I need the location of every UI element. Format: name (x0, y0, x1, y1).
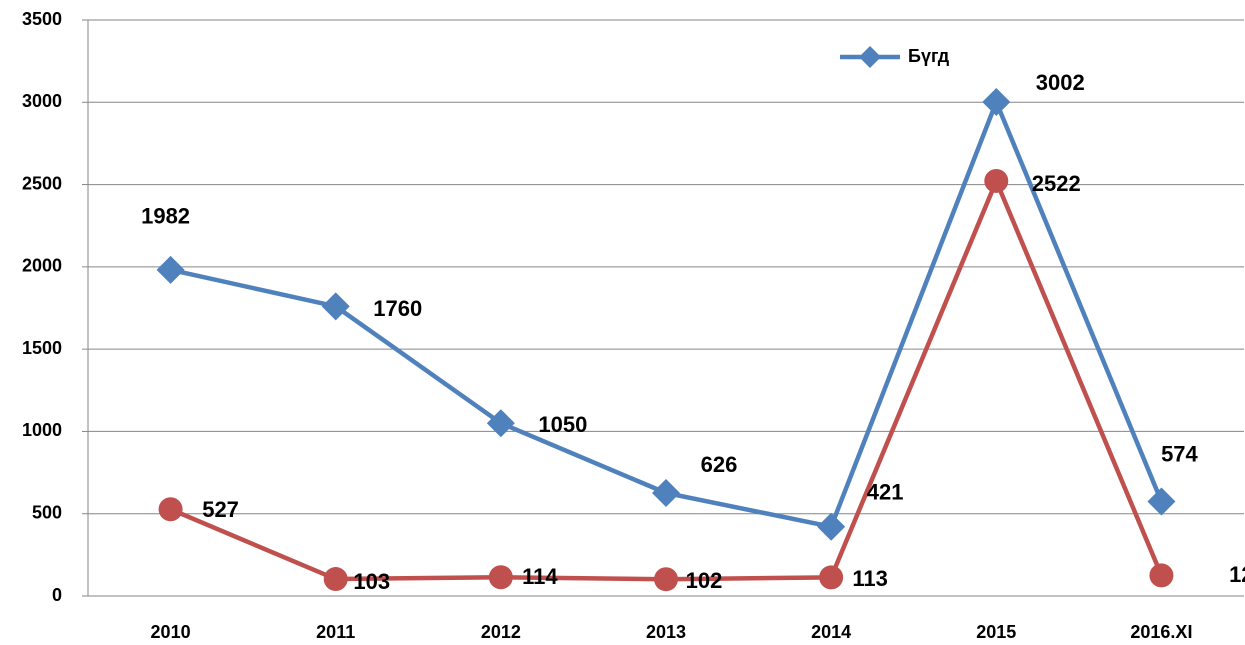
marker (1147, 487, 1176, 516)
x-tick-label: 2013 (646, 622, 686, 642)
data-label: 102 (686, 568, 723, 593)
data-label: 421 (867, 480, 904, 505)
data-label: 626 (701, 452, 738, 477)
marker (1149, 563, 1174, 588)
marker (652, 478, 680, 507)
marker (156, 255, 185, 284)
legend-label: Бүгд (908, 46, 950, 66)
marker (321, 292, 350, 321)
marker (984, 168, 1009, 193)
marker (158, 497, 183, 522)
data-label: 103 (353, 569, 390, 594)
marker (486, 409, 515, 438)
y-tick-label: 3000 (22, 91, 62, 111)
data-label: 574 (1161, 441, 1198, 466)
x-tick-label: 2011 (316, 622, 355, 642)
legend-marker (859, 46, 881, 68)
marker (488, 565, 513, 590)
x-tick-label: 2016.XI (1130, 622, 1192, 642)
marker (817, 512, 846, 541)
y-tick-label: 1500 (22, 338, 62, 358)
data-label: 527 (202, 497, 239, 522)
x-tick-label: 2014 (811, 622, 851, 642)
series-line (170, 95, 1164, 530)
data-label: 2522 (1032, 171, 1081, 196)
y-tick-label: 2500 (22, 173, 62, 193)
data-label: 1760 (373, 296, 422, 321)
y-tick-label: 3500 (22, 9, 62, 29)
x-tick-label: 2010 (151, 622, 191, 642)
marker (819, 565, 844, 590)
data-label: 125 (1229, 562, 1245, 587)
x-tick-label: 2012 (481, 622, 521, 642)
data-label: 1050 (538, 412, 587, 437)
data-label: 3002 (1036, 70, 1085, 95)
y-tick-label: 0 (52, 585, 62, 605)
y-tick-label: 2000 (22, 256, 62, 276)
data-label: 1982 (141, 204, 190, 229)
marker (982, 87, 1011, 116)
x-tick-label: 2015 (976, 622, 1016, 642)
data-label: 113 (852, 566, 888, 591)
y-tick-label: 1000 (22, 420, 62, 440)
marker (323, 567, 348, 592)
data-label: 114 (522, 564, 558, 589)
series-line (169, 175, 1164, 582)
y-tick-label: 500 (32, 502, 62, 522)
marker (654, 567, 678, 592)
